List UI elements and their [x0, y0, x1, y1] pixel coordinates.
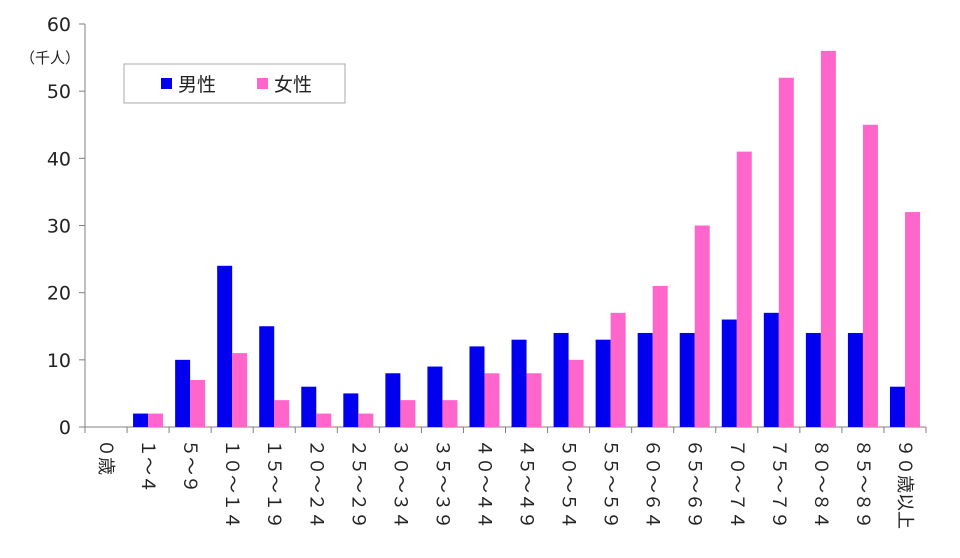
bar-male: [217, 265, 233, 427]
bar-male: [259, 326, 275, 427]
x-category-label: ７５～７９: [768, 439, 789, 529]
x-category-label: ８５～８９: [852, 439, 873, 529]
bar-male: [133, 413, 149, 427]
x-category-label: ６５～６９: [684, 439, 705, 529]
x-category-label: ０歳: [95, 439, 116, 475]
bar-female: [904, 212, 920, 427]
bars: [133, 50, 920, 427]
bar-female: [568, 359, 584, 427]
x-category-label: ２０～２４: [305, 439, 326, 529]
bar-female: [232, 353, 248, 427]
bar-male: [595, 339, 611, 427]
bar-male: [469, 346, 485, 427]
x-category-label: ５０～５４: [558, 439, 579, 529]
bar-male: [889, 386, 905, 427]
bar-male: [427, 366, 443, 427]
x-category-label: ４５～４９: [516, 439, 537, 529]
bar-female: [148, 413, 164, 427]
legend: 男性 女性: [123, 63, 346, 104]
x-axis-ticks: [84, 427, 927, 433]
y-tick-label: 20: [47, 283, 71, 305]
bar-male: [763, 312, 779, 427]
bar-male: [301, 386, 317, 427]
bar-male: [553, 332, 569, 427]
bar-female: [400, 400, 416, 427]
bar-male: [805, 332, 821, 427]
bar-male: [175, 359, 191, 427]
legend-swatch-female: [257, 78, 268, 89]
bar-female: [442, 400, 458, 427]
bar-female: [484, 373, 500, 427]
x-category-label: ６０～６４: [642, 439, 663, 529]
x-category-label: ４０～４４: [473, 439, 494, 529]
x-category-label: １０～１４: [221, 439, 242, 529]
x-category-label: ７０～７４: [726, 439, 747, 529]
bar-male: [679, 332, 695, 427]
bar-female: [358, 413, 374, 427]
legend-box: [123, 63, 346, 104]
x-category-label: ３０～３４: [389, 439, 410, 529]
bar-male: [847, 332, 863, 427]
legend-swatch-male: [161, 78, 172, 89]
bar-male: [385, 373, 401, 427]
bar-female: [316, 413, 332, 427]
y-tick-label: 50: [47, 81, 71, 103]
bar-female: [274, 400, 290, 427]
bar-female: [526, 373, 542, 427]
legend-label-female: 女性: [274, 74, 312, 96]
y-tick-label: 10: [47, 350, 71, 372]
x-category-label: １～４: [137, 439, 158, 493]
bar-female: [862, 124, 878, 427]
x-category-label: ３５～３９: [431, 439, 452, 529]
y-tick-label: 0: [59, 417, 71, 439]
bar-male: [343, 393, 359, 427]
bar-female: [610, 312, 626, 427]
y-axis-ticks: 0 10 20 30 40 50 60: [47, 14, 85, 439]
x-category-label: １５～１９: [263, 439, 284, 529]
y-tick-label: 60: [47, 14, 71, 36]
x-category-label: ８０～８４: [810, 439, 831, 529]
x-category-label: ５～９: [179, 439, 200, 493]
bar-male: [721, 319, 737, 427]
x-axis-labels: ０歳 １～４ ５～９ １０～１４ １５～１９ ２０～２４ ２５～２９ ３０～３４ ３５～３９ ４０…: [95, 439, 915, 529]
x-category-label: ２５～２９: [347, 439, 368, 529]
bar-female: [778, 77, 794, 427]
x-category-label: ５５～５９: [600, 439, 621, 529]
bar-female: [190, 379, 206, 427]
bar-female: [694, 225, 710, 427]
bar-female: [652, 285, 668, 427]
bar-male: [637, 332, 653, 427]
bar-female: [736, 151, 752, 427]
y-tick-label: 30: [47, 216, 71, 238]
bar-male: [511, 339, 527, 427]
x-category-label: ９０歳以上: [894, 439, 915, 529]
legend-label-male: 男性: [178, 74, 216, 96]
y-axis-unit-label: （千人）: [20, 49, 80, 67]
y-tick-label: 40: [47, 148, 71, 170]
bar-female: [820, 50, 836, 427]
